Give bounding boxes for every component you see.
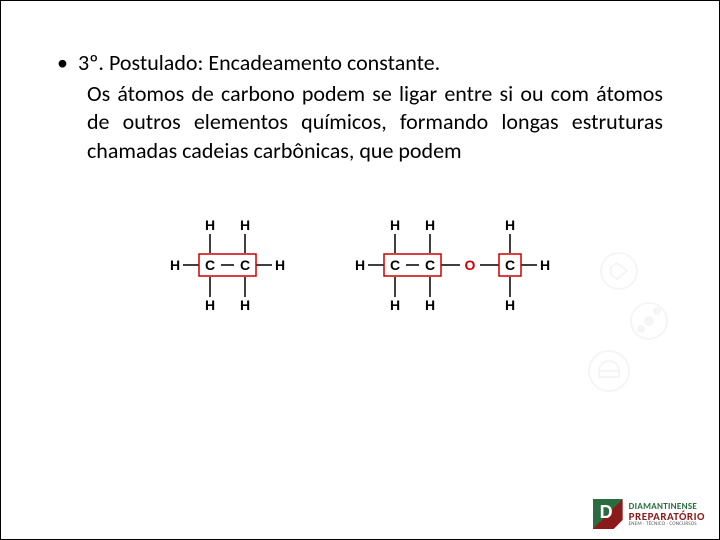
svg-text:H: H [240,297,250,313]
svg-text:H: H [390,297,400,313]
svg-text:C: C [240,257,250,273]
svg-text:H: H [390,217,400,233]
svg-text:H: H [275,257,285,273]
logo-line3: ENEM · TÉCNICO · CONCURSOS [629,522,705,527]
svg-text:H: H [205,297,215,313]
bullet: • [57,49,68,78]
svg-text:H: H [505,217,515,233]
svg-text:H: H [540,257,550,273]
svg-text:C: C [425,257,435,273]
logo-mark-icon [593,499,623,529]
molecule-ethane: H C C H H H H H [155,205,300,325]
svg-text:C: C [390,257,400,273]
svg-text:O: O [465,257,476,273]
svg-text:H: H [355,257,365,273]
molecule-ether: H C C O C H H H H H H H [340,205,565,325]
brand-logo: DIAMANTINENSE PREPARATÓRIO ENEM · TÉCNIC… [593,499,705,529]
svg-text:H: H [425,297,435,313]
molecule-diagrams: H C C H H H H H H C C O C H H H H H H H [57,205,663,325]
svg-text:H: H [205,217,215,233]
svg-text:H: H [425,217,435,233]
svg-text:H: H [240,217,250,233]
postulate-body: Os átomos de carbono podem se ligar entr… [87,80,663,166]
svg-text:H: H [505,297,515,313]
svg-text:H: H [170,257,180,273]
logo-line2: PREPARATÓRIO [629,511,705,522]
postulate-heading: 3º. Postulado: Encadeamento constante. [78,49,440,78]
svg-text:C: C [205,257,215,273]
svg-text:C: C [505,257,515,273]
